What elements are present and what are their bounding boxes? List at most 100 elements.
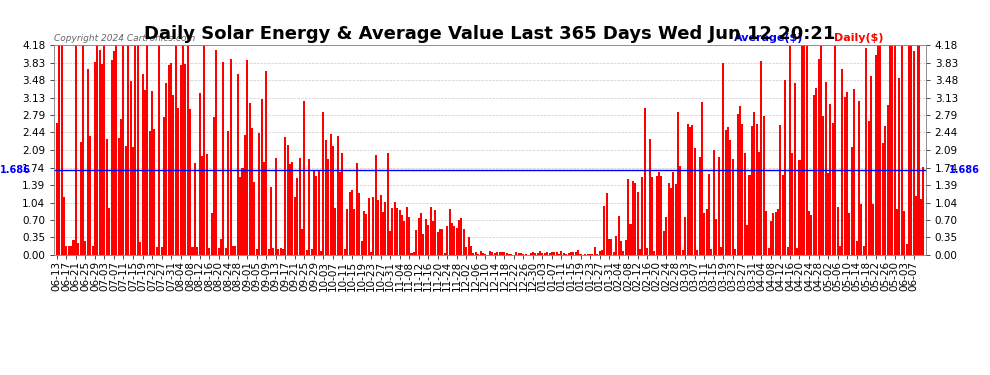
Bar	[394, 202, 396, 255]
Bar	[206, 154, 208, 255]
Bar	[196, 247, 198, 255]
Bar	[306, 251, 308, 255]
Bar	[360, 241, 362, 255]
Bar	[784, 81, 786, 255]
Bar	[723, 63, 725, 255]
Bar	[830, 104, 832, 255]
Bar	[330, 134, 332, 255]
Bar	[91, 246, 93, 255]
Bar	[827, 172, 829, 255]
Bar	[903, 211, 905, 255]
Bar	[325, 140, 327, 255]
Bar	[789, 45, 791, 255]
Bar	[103, 45, 106, 255]
Bar	[251, 128, 253, 255]
Bar	[639, 249, 641, 255]
Bar	[594, 247, 596, 255]
Bar	[587, 254, 589, 255]
Bar	[425, 219, 427, 255]
Bar	[177, 108, 179, 255]
Bar	[84, 241, 86, 255]
Bar	[203, 45, 205, 255]
Bar	[618, 216, 620, 255]
Bar	[147, 45, 148, 255]
Bar	[270, 186, 272, 255]
Bar	[267, 249, 269, 255]
Bar	[691, 125, 693, 255]
Bar	[455, 228, 457, 255]
Bar	[862, 246, 865, 255]
Bar	[215, 50, 218, 255]
Text: 1.686: 1.686	[0, 165, 31, 175]
Bar	[240, 177, 242, 255]
Bar	[874, 56, 877, 255]
Bar	[408, 217, 410, 255]
Bar	[432, 220, 434, 255]
Bar	[672, 172, 674, 255]
Bar	[128, 45, 130, 255]
Bar	[140, 242, 142, 255]
Bar	[867, 121, 869, 255]
Bar	[142, 74, 144, 255]
Bar	[591, 254, 593, 255]
Bar	[384, 202, 386, 255]
Bar	[77, 243, 79, 255]
Bar	[155, 247, 157, 255]
Bar	[320, 251, 322, 255]
Bar	[872, 204, 874, 255]
Bar	[153, 129, 155, 255]
Bar	[777, 209, 779, 255]
Bar	[351, 190, 353, 255]
Bar	[118, 138, 120, 255]
Bar	[135, 45, 137, 255]
Bar	[99, 50, 101, 255]
Bar	[130, 81, 132, 255]
Bar	[194, 163, 196, 255]
Bar	[815, 88, 817, 255]
Bar	[701, 102, 703, 255]
Bar	[444, 253, 446, 255]
Bar	[520, 252, 522, 255]
Bar	[596, 254, 598, 255]
Bar	[225, 248, 227, 255]
Bar	[342, 153, 344, 255]
Bar	[60, 45, 62, 255]
Bar	[896, 209, 898, 255]
Bar	[463, 229, 465, 255]
Bar	[79, 142, 81, 255]
Bar	[299, 158, 301, 255]
Bar	[418, 218, 420, 255]
Bar	[230, 58, 232, 255]
Bar	[235, 246, 237, 255]
Bar	[677, 112, 679, 255]
Bar	[660, 176, 662, 255]
Bar	[255, 249, 257, 255]
Bar	[632, 181, 634, 255]
Bar	[808, 211, 810, 255]
Bar	[460, 218, 462, 255]
Bar	[746, 225, 748, 255]
Bar	[870, 76, 872, 255]
Bar	[372, 197, 374, 255]
Bar	[248, 104, 250, 255]
Bar	[620, 241, 622, 255]
Bar	[794, 83, 796, 255]
Bar	[67, 246, 69, 255]
Bar	[272, 248, 274, 255]
Bar	[101, 64, 103, 255]
Bar	[515, 252, 517, 255]
Bar	[727, 127, 729, 255]
Bar	[650, 177, 653, 255]
Bar	[682, 250, 684, 255]
Bar	[55, 123, 57, 255]
Bar	[765, 211, 767, 255]
Bar	[484, 254, 486, 255]
Bar	[363, 211, 365, 255]
Bar	[370, 252, 372, 255]
Bar	[137, 45, 139, 255]
Bar	[577, 250, 579, 255]
Bar	[565, 254, 567, 255]
Bar	[575, 252, 577, 255]
Bar	[755, 124, 757, 255]
Bar	[550, 252, 553, 255]
